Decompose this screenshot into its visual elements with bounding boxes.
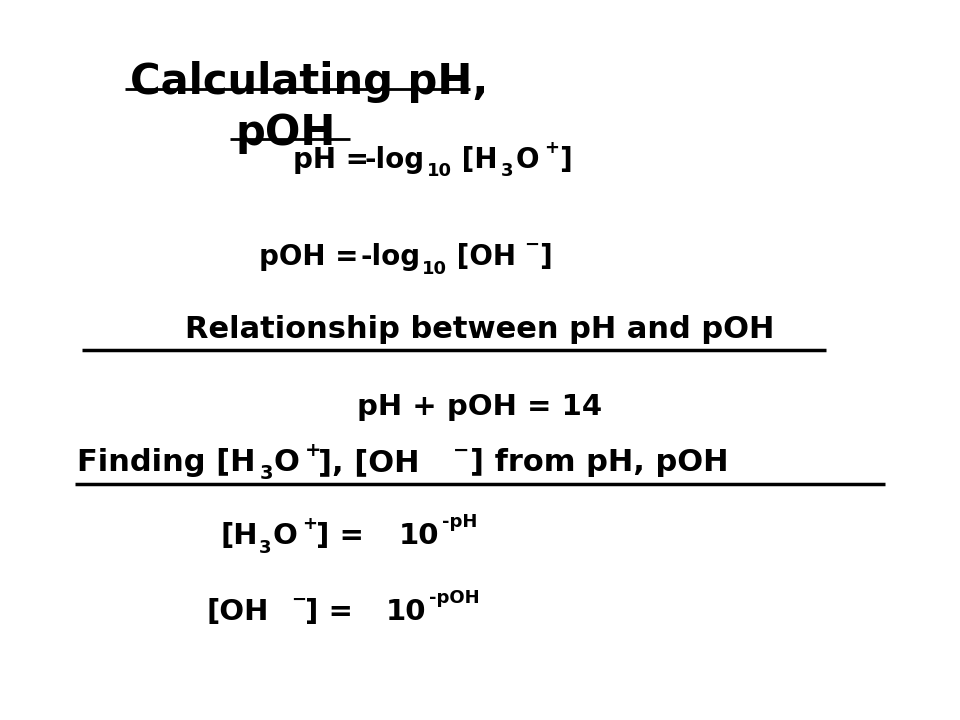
Text: −: − — [291, 590, 306, 608]
Text: +: + — [544, 138, 560, 157]
Text: O: O — [516, 146, 539, 174]
Text: 3: 3 — [260, 464, 274, 483]
Text: 10: 10 — [422, 259, 447, 277]
Text: pOH: pOH — [235, 112, 336, 153]
Text: Relationship between pH and pOH: Relationship between pH and pOH — [185, 315, 775, 343]
Text: -log: -log — [360, 243, 420, 271]
Text: +: + — [302, 516, 318, 533]
Text: -pH: -pH — [442, 513, 477, 531]
Text: ]: ] — [540, 243, 552, 271]
Text: O: O — [274, 448, 300, 477]
Text: pH =: pH = — [293, 146, 378, 174]
Text: 10: 10 — [386, 598, 426, 626]
Text: Finding [H: Finding [H — [77, 448, 255, 477]
Text: ], [OH: ], [OH — [318, 448, 420, 477]
Text: 3: 3 — [259, 539, 272, 557]
Text: −: − — [453, 441, 469, 459]
Text: -pOH: -pOH — [429, 589, 480, 606]
Text: +: + — [305, 441, 322, 459]
Text: 10: 10 — [398, 523, 439, 550]
Text: ]: ] — [559, 146, 571, 174]
Text: −: − — [524, 235, 540, 253]
Text: [OH: [OH — [447, 243, 516, 271]
Text: -log: -log — [365, 146, 425, 174]
Text: pOH =: pOH = — [259, 243, 369, 271]
Text: O: O — [273, 523, 298, 550]
Text: pH + pOH = 14: pH + pOH = 14 — [357, 393, 603, 420]
Text: ] =: ] = — [305, 598, 353, 626]
Text: 3: 3 — [501, 163, 514, 180]
Text: ] from pH, pOH: ] from pH, pOH — [470, 448, 729, 477]
Text: Calculating pH,: Calculating pH, — [130, 61, 488, 103]
Text: [OH: [OH — [206, 598, 269, 626]
Text: [H: [H — [221, 523, 258, 550]
Text: [H: [H — [452, 146, 497, 174]
Text: 10: 10 — [427, 163, 452, 180]
Text: ] =: ] = — [316, 523, 364, 550]
